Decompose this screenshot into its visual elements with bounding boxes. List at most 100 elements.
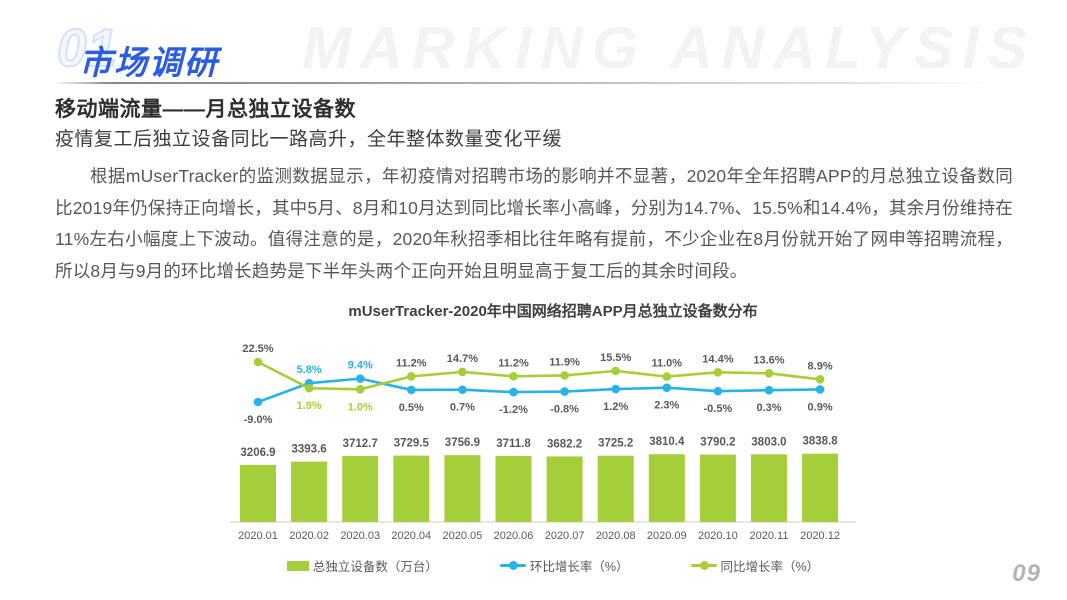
bar-value-label-2020.11: 3803.0 <box>751 436 786 448</box>
line-value-label-0-2020.04: 0.5% <box>399 402 424 414</box>
bar-value-label-2020.06: 3711.8 <box>496 438 531 450</box>
line-value-label-0-2020.02: 5.8% <box>297 364 322 376</box>
bar-value-label-2020.12: 3838.8 <box>803 436 839 448</box>
bar-2020.08 <box>597 455 634 522</box>
legend-label-mom-growth: 环比增长率（%） <box>529 560 629 574</box>
line-point-0-2020.07 <box>560 387 569 396</box>
legend-item-devices: 总独立设备数（万台） <box>286 556 438 575</box>
line-point-0-2020.08 <box>611 384 620 394</box>
chart-title: mUserTracker-2020年中国网络招聘APP月总独立设备数分布 <box>348 303 758 320</box>
legend-item-yoy-growth: 同比增长率（%） <box>690 556 819 575</box>
page-subtitle: 疫情复工后独立设备同比一路高升，全年整体数量变化平缓 <box>55 129 563 150</box>
x-tick-label-2020.02: 2020.02 <box>289 530 329 542</box>
legend-swatch-line-mom <box>499 561 526 570</box>
bar-value-label-2020.10: 3790.2 <box>700 437 735 449</box>
watermark-text: MARKING ANALYSIS <box>302 15 1036 81</box>
line-point-1-2020.11 <box>764 369 774 378</box>
x-tick-label-2020.06: 2020.06 <box>494 530 534 542</box>
line-series-0 <box>257 377 821 404</box>
bar-2020.10 <box>699 454 736 522</box>
x-tick-label-2020.04: 2020.04 <box>391 530 431 542</box>
line-point-1-2020.04 <box>407 372 416 381</box>
line-value-label-1-2020.10: 14.4% <box>702 353 733 365</box>
bar-2020.11 <box>751 454 787 522</box>
line-value-label-1-2020.09: 11.0% <box>652 358 683 370</box>
bar-2020.05 <box>444 455 481 522</box>
chart-canvas: 3206.9 2020.01 3393.6 2020.02 3712.7 2020.03 3… <box>230 343 856 542</box>
legend-dot-mom <box>508 561 518 570</box>
line-point-0-2020.10 <box>713 386 723 396</box>
line-point-0-2020.03 <box>355 374 365 383</box>
line-point-0-2020.06 <box>509 387 518 397</box>
legend-swatch-line-yoy <box>690 561 717 570</box>
line-value-label-0-2020.12: 0.9% <box>808 401 833 413</box>
line-point-1-2020.01 <box>253 357 263 367</box>
line-value-label-0-2020.08: 1.2% <box>603 401 628 413</box>
bar-value-label-2020.01: 3206.9 <box>240 447 275 459</box>
line-point-0-2020.11 <box>764 385 774 395</box>
legend-label-devices: 总独立设备数（万台） <box>312 560 438 574</box>
x-tick-label-2020.07: 2020.07 <box>545 530 585 542</box>
bar-2020.09 <box>648 454 685 522</box>
section-title: 市场调研 <box>79 44 219 81</box>
chart-legend: 总独立设备数（万台） 环比增长率（%） 同比增长率（%） <box>228 556 878 575</box>
line-value-label-0-2020.09: 2.3% <box>654 400 679 412</box>
line-value-label-1-2020.06: 11.2% <box>498 357 529 369</box>
line-value-label-1-2020.03: 1.0% <box>348 401 373 413</box>
line-point-0-2020.01 <box>253 397 263 407</box>
bar-2020.02 <box>291 461 328 522</box>
bar-2020.04 <box>393 455 430 522</box>
body-paragraph: 根据mUserTracker的监测数据显示，年初疫情对招聘市场的影响并不显著，2… <box>55 166 1013 281</box>
bar-value-label-2020.05: 3756.9 <box>445 437 480 449</box>
bar-2020.06 <box>495 455 532 522</box>
line-point-1-2020.03 <box>355 385 365 394</box>
legend-swatch-bar <box>286 560 309 571</box>
line-value-label-1-2020.07: 11.9% <box>549 356 580 368</box>
line-value-label-1-2020.02: 1.9% <box>297 400 322 412</box>
line-point-0-2020.05 <box>458 385 467 394</box>
bar-value-label-2020.07: 3682.2 <box>547 438 582 450</box>
line-value-label-1-2020.01: 22.5% <box>242 343 273 355</box>
line-value-label-1-2020.12: 8.9% <box>808 360 833 372</box>
line-point-1-2020.12 <box>815 374 825 384</box>
bar-2020.12 <box>802 453 839 522</box>
x-tick-label-2020.01: 2020.01 <box>238 530 278 542</box>
line-value-label-1-2020.05: 14.7% <box>447 353 478 365</box>
line-value-label-0-2020.05: 0.7% <box>450 402 475 414</box>
line-point-1-2020.06 <box>509 372 518 381</box>
line-value-label-0-2020.01: -9.0% <box>244 414 273 426</box>
x-tick-label-2020.05: 2020.05 <box>443 530 483 542</box>
bar-value-label-2020.04: 3729.5 <box>394 438 430 450</box>
bar-value-label-2020.08: 3725.2 <box>598 438 633 450</box>
line-point-1-2020.10 <box>713 367 723 377</box>
line-value-label-0-2020.10: -0.5% <box>704 403 733 415</box>
bar-2020.03 <box>342 455 379 522</box>
line-point-0-2020.04 <box>407 385 416 395</box>
bar-2020.07 <box>546 456 583 522</box>
x-tick-label-2020.08: 2020.08 <box>596 530 636 542</box>
line-value-label-1-2020.04: 11.2% <box>396 357 427 369</box>
line-value-label-0-2020.03: 9.4% <box>348 360 373 372</box>
x-tick-label-2020.11: 2020.11 <box>750 530 789 542</box>
bar-value-label-2020.09: 3810.4 <box>649 436 685 448</box>
line-point-1-2020.07 <box>560 371 569 380</box>
legend-item-mom-growth: 环比增长率（%） <box>499 556 629 575</box>
line-point-1-2020.09 <box>662 372 672 381</box>
bar-value-label-2020.03: 3712.7 <box>343 438 378 450</box>
line-value-label-0-2020.06: -1.2% <box>499 404 528 416</box>
line-point-0-2020.12 <box>815 385 825 394</box>
section-number: 01 <box>56 18 118 79</box>
line-series-1 <box>257 360 821 391</box>
bar-value-label-2020.02: 3393.6 <box>292 444 327 456</box>
page-title: 移动端流量——月总独立设备数 <box>55 98 356 121</box>
bar-2020.01 <box>240 464 276 522</box>
line-point-1-2020.02 <box>304 383 314 393</box>
line-point-1-2020.05 <box>458 367 467 377</box>
legend-dot-yoy <box>699 561 709 570</box>
line-value-label-0-2020.07: -0.8% <box>550 404 579 416</box>
x-tick-label-2020.10: 2020.10 <box>698 530 738 542</box>
header-divider-line <box>55 82 990 84</box>
line-point-1-2020.08 <box>611 366 620 376</box>
x-tick-label-2020.03: 2020.03 <box>340 530 380 542</box>
